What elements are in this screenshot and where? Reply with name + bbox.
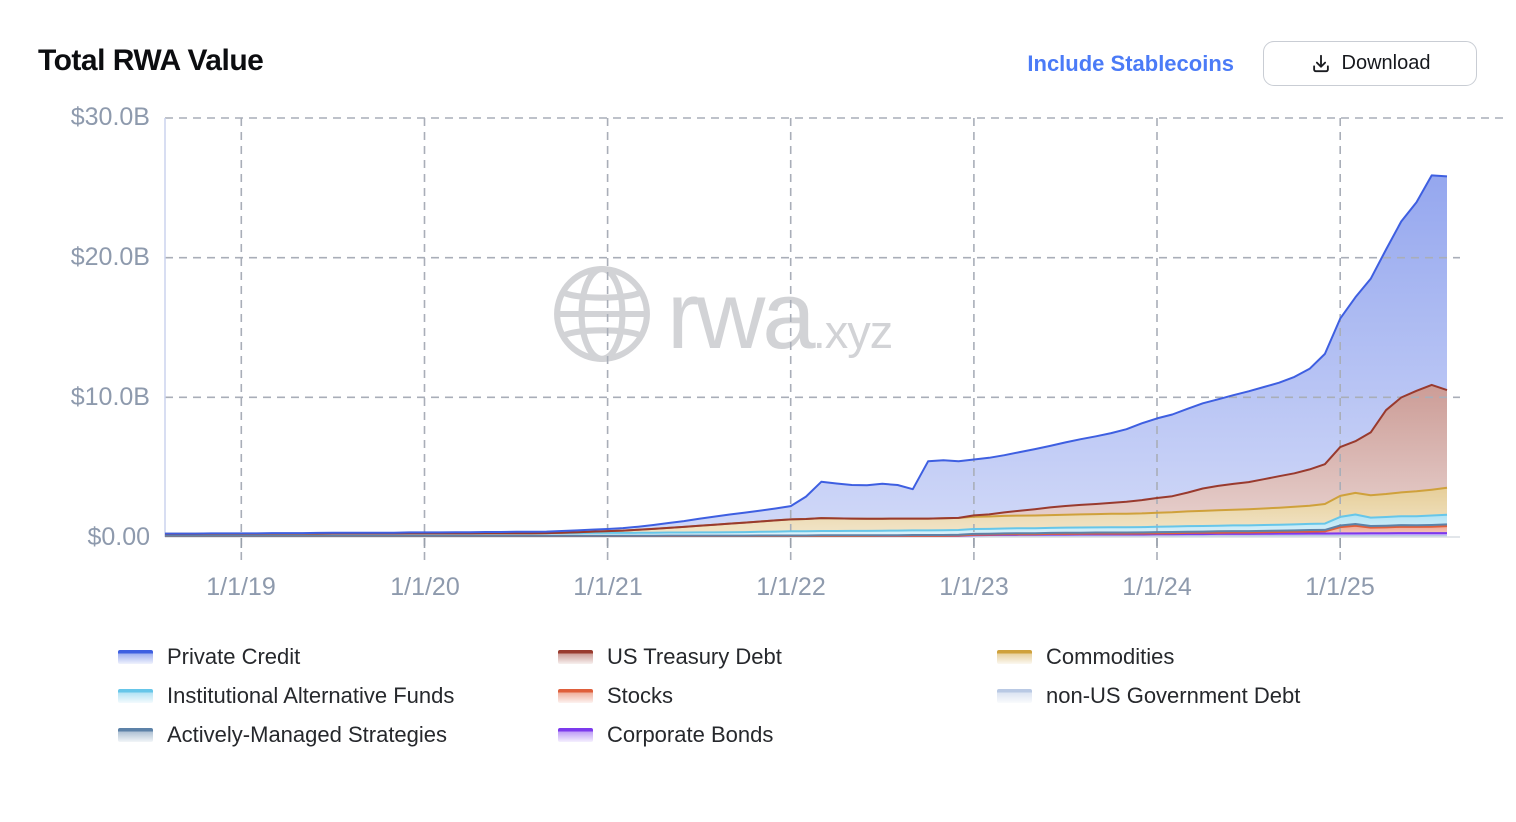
legend-swatch: [558, 649, 593, 664]
legend-item-actively-managed-strategies[interactable]: Actively-Managed Strategies: [118, 722, 558, 748]
globe-icon: [551, 263, 653, 370]
legend-label: non-US Government Debt: [1046, 682, 1301, 708]
legend-label: Corporate Bonds: [607, 721, 774, 747]
x-axis-label: 1/1/22: [756, 573, 826, 601]
legend-label: US Treasury Debt: [607, 643, 782, 669]
y-axis-label: $30.0B: [70, 103, 150, 131]
legend-label: Actively-Managed Strategies: [167, 721, 448, 747]
legend-label: Commodities: [1046, 643, 1175, 669]
y-axis-label: $0.00: [87, 523, 150, 551]
x-axis-label: 1/1/24: [1122, 573, 1192, 601]
legend-label: Institutional Alternative Funds: [167, 682, 455, 708]
legend-swatch: [118, 688, 153, 703]
watermark-suffix: .xyz: [812, 305, 894, 358]
legend-label: Private Credit: [167, 643, 301, 669]
legend-label: Stocks: [607, 682, 674, 708]
legend-item-commodities[interactable]: Commodities: [997, 644, 1300, 670]
page-title: Total RWA Value: [38, 44, 264, 77]
legend-swatch: [118, 649, 153, 664]
legend-item-non-us-government-debt[interactable]: non-US Government Debt: [997, 683, 1300, 709]
legend-swatch: [118, 727, 153, 742]
x-axis-label: 1/1/25: [1305, 573, 1375, 601]
x-axis-label: 1/1/19: [206, 573, 276, 601]
download-icon: [1310, 53, 1332, 75]
legend-item-stocks[interactable]: Stocks: [558, 683, 997, 709]
legend-item-us-treasury-debt[interactable]: US Treasury Debt: [558, 644, 997, 670]
legend-swatch: [997, 649, 1032, 664]
x-axis-label: 1/1/23: [939, 573, 1009, 601]
x-axis-label: 1/1/20: [390, 573, 460, 601]
legend-item-private-credit[interactable]: Private Credit: [118, 644, 558, 670]
y-axis-label: $20.0B: [70, 243, 150, 271]
download-button-label: Download: [1341, 52, 1431, 74]
chart-legend: Private Credit Institutional Alternative…: [118, 637, 1300, 754]
legend-swatch: [558, 688, 593, 703]
legend-item-institutional-alternative-funds[interactable]: Institutional Alternative Funds: [118, 683, 558, 709]
legend-item-corporate-bonds[interactable]: Corporate Bonds: [558, 722, 997, 748]
include-stablecoins-link[interactable]: Include Stablecoins: [1027, 51, 1234, 76]
y-axis-label: $10.0B: [70, 383, 150, 411]
download-button[interactable]: Download: [1263, 41, 1477, 86]
legend-swatch: [997, 688, 1032, 703]
x-axis-label: 1/1/21: [573, 573, 643, 601]
legend-swatch: [558, 727, 593, 742]
